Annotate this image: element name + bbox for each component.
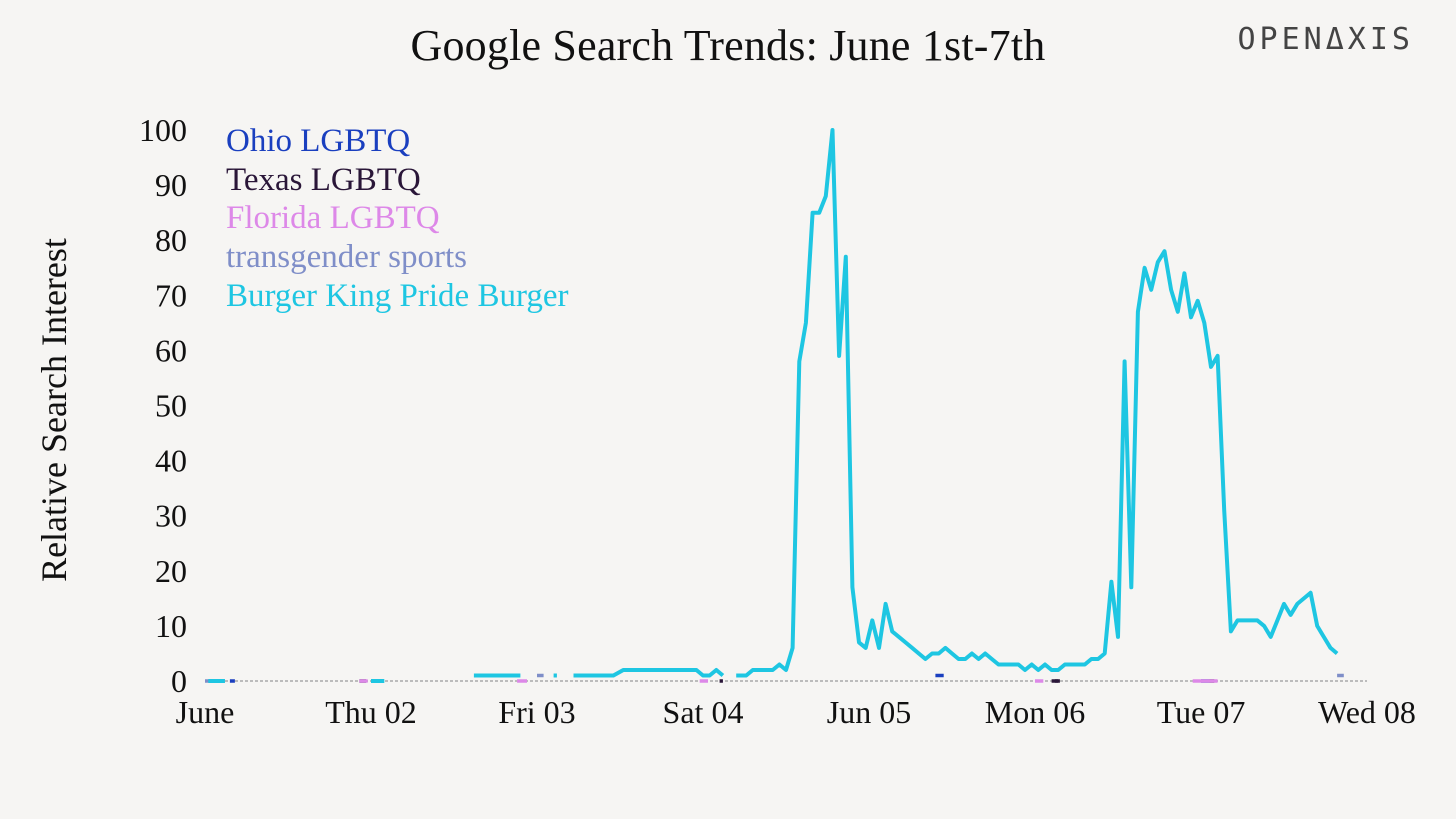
legend: Ohio LGBTQ Texas LGBTQ Florida LGBTQ tra… (226, 122, 569, 316)
x-tick-label: Wed 08 (1318, 694, 1416, 730)
y-tick-label: 20 (155, 553, 187, 589)
x-tick-label: Jun 05 (827, 694, 911, 730)
brand-logo: OPENΔXIS (1237, 22, 1414, 57)
legend-item-florida-lgbtq: Florida LGBTQ (226, 200, 440, 237)
series-burger-king-pride-burger (208, 128, 1339, 683)
x-tick-label: Sat 04 (663, 694, 744, 730)
series-layer (205, 128, 1344, 683)
x-tick-label: June (176, 694, 235, 730)
x-tick-label: Thu 02 (325, 694, 417, 730)
y-tick-label: 10 (155, 608, 187, 644)
axes: 0 10 20 30 40 50 60 70 80 90 100 June Thu 02 Fri 03 Sa… (139, 112, 1416, 730)
legend-item-transgender-sports: transgender sports (226, 239, 468, 276)
y-tick-label: 60 (155, 332, 187, 368)
series-line-burger-king-pride-burger (573, 668, 725, 678)
y-tick-label: 40 (155, 443, 187, 479)
legend-item-ohio-lgbtq: Ohio LGBTQ (226, 123, 411, 159)
y-tick-label: 100 (139, 112, 187, 148)
y-tick-label: 90 (155, 167, 187, 203)
y-tick-label: 30 (155, 498, 187, 534)
y-tick-label: 0 (171, 663, 187, 699)
y-tick-label: 80 (155, 222, 187, 258)
y-tick-label: 70 (155, 277, 187, 313)
y-tick-label: 50 (155, 388, 187, 424)
chart-title: Google Search Trends: June 1st-7th (410, 21, 1046, 70)
legend-item-texas-lgbtq: Texas LGBTQ (226, 161, 421, 198)
legend-item-burger-king-pride-burger: Burger King Pride Burger (226, 277, 569, 314)
x-tick-label: Fri 03 (498, 694, 575, 730)
series-line-burger-king-pride-burger (736, 128, 1339, 678)
x-tick-label: Tue 07 (1157, 694, 1246, 730)
x-tick-label: Mon 06 (985, 694, 1085, 730)
